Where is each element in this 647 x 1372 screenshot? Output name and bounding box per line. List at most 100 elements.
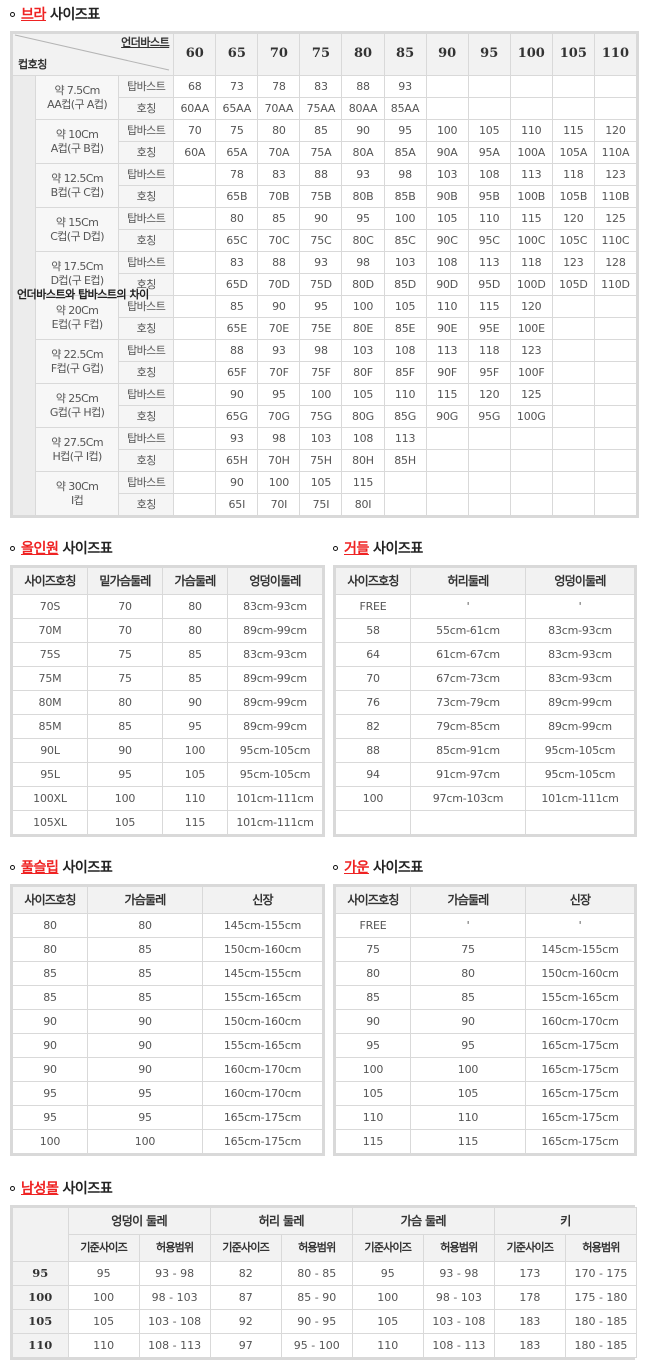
bra-cell-topbust: 120 bbox=[468, 384, 510, 405]
fullslip-cell: 155cm-165cm bbox=[203, 1034, 322, 1057]
bra-cell-call bbox=[468, 494, 510, 515]
bra-cell-topbust: 120 bbox=[552, 208, 594, 229]
bra-cell-call: 85E bbox=[384, 318, 426, 339]
men-sub-header-cell: 허용범위 bbox=[423, 1235, 494, 1261]
bra-cell-call: 75C bbox=[300, 230, 342, 251]
allinone-cell: 70S bbox=[13, 595, 87, 618]
men-cell: 100 bbox=[68, 1286, 139, 1309]
bra-cell-call: 80AA bbox=[342, 98, 384, 119]
bra-cell-call: 80A bbox=[342, 142, 384, 163]
bra-rowlabel-call: 호칭 bbox=[119, 274, 174, 295]
bra-cell-call: 85A bbox=[384, 142, 426, 163]
allinone-cell: 95cm-105cm bbox=[228, 739, 322, 762]
allinone-cell: 89cm-99cm bbox=[228, 715, 322, 738]
allinone-header-cell: 가슴둘레 bbox=[163, 568, 227, 594]
bra-cell-call: 75I bbox=[300, 494, 342, 515]
fullslip-cell: 165cm-175cm bbox=[203, 1106, 322, 1129]
gown-cell: 85 bbox=[336, 986, 410, 1009]
men-cell: 98 - 103 bbox=[139, 1286, 210, 1309]
men-cell: 180 - 185 bbox=[565, 1334, 636, 1357]
bra-cell-topbust bbox=[426, 472, 468, 493]
gown-cell: 90 bbox=[411, 1010, 525, 1033]
bra-cell-call: 90A bbox=[426, 142, 468, 163]
bra-rowlabel-call: 호칭 bbox=[119, 142, 174, 163]
table-row: 95L 95 105 95cm-105cm bbox=[13, 763, 322, 786]
bra-cup-label: 약 7.5Cm AA컵(구 A컵) bbox=[36, 76, 119, 119]
allinone-cell: 80 bbox=[163, 619, 227, 642]
bra-cell-topbust bbox=[594, 384, 636, 405]
bra-cell-call: 65AA bbox=[216, 98, 258, 119]
bra-cell-topbust: 68 bbox=[174, 76, 216, 97]
table-row: 100XL 100 110 101cm-111cm bbox=[13, 787, 322, 810]
bra-cell-topbust: 88 bbox=[300, 164, 342, 185]
bra-cell-call: 60A bbox=[174, 142, 216, 163]
allinone-cell: 75S bbox=[13, 643, 87, 666]
bra-cell-call bbox=[594, 318, 636, 339]
bra-cup-label: 약 15Cm C컵(구 D컵) bbox=[36, 208, 119, 251]
bra-cell-topbust bbox=[468, 428, 510, 449]
bra-cell-topbust: 88 bbox=[342, 76, 384, 97]
fullslip-cell: 80 bbox=[88, 914, 202, 937]
bra-cell-call: 100B bbox=[510, 186, 552, 207]
girdle-cell: 89cm-99cm bbox=[526, 691, 634, 714]
bra-cup-label: 약 27.5Cm H컵(구 I컵) bbox=[36, 428, 119, 471]
bra-cell-topbust bbox=[552, 384, 594, 405]
allinone-cell: 115 bbox=[163, 811, 227, 834]
table-row: 85M 85 95 89cm-99cm bbox=[13, 715, 322, 738]
table-row: 90 90 155cm-165cm bbox=[13, 1034, 322, 1057]
girdle-cell: 76 bbox=[336, 691, 410, 714]
gown-table-body: FREE ' ' 75 75 145cm-155cm 80 80 150cm-160cm 85 85… bbox=[336, 914, 634, 1153]
gown-cell: 165cm-175cm bbox=[526, 1106, 634, 1129]
bra-cell-call bbox=[552, 450, 594, 471]
table-row: 80M 80 90 89cm-99cm bbox=[13, 691, 322, 714]
bra-cell-topbust: 125 bbox=[594, 208, 636, 229]
bra-cell-call: 95D bbox=[468, 274, 510, 295]
bra-cell-call bbox=[594, 406, 636, 427]
bra-cell-call: 100A bbox=[510, 142, 552, 163]
men-cell: 170 - 175 bbox=[565, 1262, 636, 1285]
girdle-size-table: 사이즈호칭 허리둘레 엉덩이둘레 FREE ' ' 58 55cm-61cm 83cm-93c… bbox=[335, 567, 635, 835]
girdle-cell: 73cm-79cm bbox=[411, 691, 525, 714]
table-row: 80 80 145cm-155cm bbox=[13, 914, 322, 937]
bra-underbust-header: 105 bbox=[552, 34, 594, 75]
bra-cell-call: 75B bbox=[300, 186, 342, 207]
bra-cell-call bbox=[426, 450, 468, 471]
bra-cell-topbust bbox=[594, 340, 636, 361]
bra-cell-call: 70H bbox=[258, 450, 300, 471]
bra-cell-call: 80C bbox=[342, 230, 384, 251]
section-heading-men: 남성몰 사이즈표 bbox=[10, 1178, 647, 1198]
allinone-cell: 75 bbox=[88, 643, 162, 666]
girdle-header-cell: 엉덩이둘레 bbox=[526, 568, 634, 594]
allinone-table-wrapper: 사이즈호칭 밑가슴둘레 가슴둘레 엉덩이둘레 70S 70 80 83cm-93cm 70M 7… bbox=[10, 565, 325, 837]
bra-cell-call: 90E bbox=[426, 318, 468, 339]
bra-cell-call bbox=[174, 186, 216, 207]
bullet-icon bbox=[10, 545, 15, 551]
allinone-cell: 95 bbox=[88, 763, 162, 786]
girdle-cell: 70 bbox=[336, 667, 410, 690]
allinone-cell: 85 bbox=[163, 643, 227, 666]
bra-cell-topbust: 95 bbox=[300, 296, 342, 317]
fullslip-header-cell: 사이즈호칭 bbox=[13, 887, 87, 913]
girdle-cell bbox=[411, 811, 525, 834]
bullet-icon bbox=[333, 864, 338, 870]
men-sub-header-cell: 기준사이즈 bbox=[494, 1235, 565, 1261]
gown-cell: 110 bbox=[411, 1106, 525, 1129]
bra-row-topbust: 약 20Cm E컵(구 F컵) 탑바스트 85 90 95 100 105 110 115 120 bbox=[13, 296, 636, 339]
gown-header-cell: 신장 bbox=[526, 887, 634, 913]
bra-cell-topbust: 73 bbox=[216, 76, 258, 97]
section-suffix: 사이즈표 bbox=[62, 1181, 113, 1197]
allinone-cell: 80M bbox=[13, 691, 87, 714]
gown-cell: 105 bbox=[411, 1082, 525, 1105]
bra-cell-topbust bbox=[594, 428, 636, 449]
men-size-label: 95 bbox=[13, 1262, 68, 1285]
men-cell: 105 bbox=[352, 1310, 423, 1333]
allinone-header-cell: 사이즈호칭 bbox=[13, 568, 87, 594]
bra-cell-call bbox=[510, 98, 552, 119]
bra-cell-call bbox=[552, 362, 594, 383]
bra-cell-topbust: 128 bbox=[594, 252, 636, 273]
bra-cell-call: 100D bbox=[510, 274, 552, 295]
bra-cell-call: 95G bbox=[468, 406, 510, 427]
fullslip-cell: 160cm-170cm bbox=[203, 1058, 322, 1081]
bra-cell-topbust bbox=[552, 296, 594, 317]
bullet-icon bbox=[10, 864, 15, 870]
